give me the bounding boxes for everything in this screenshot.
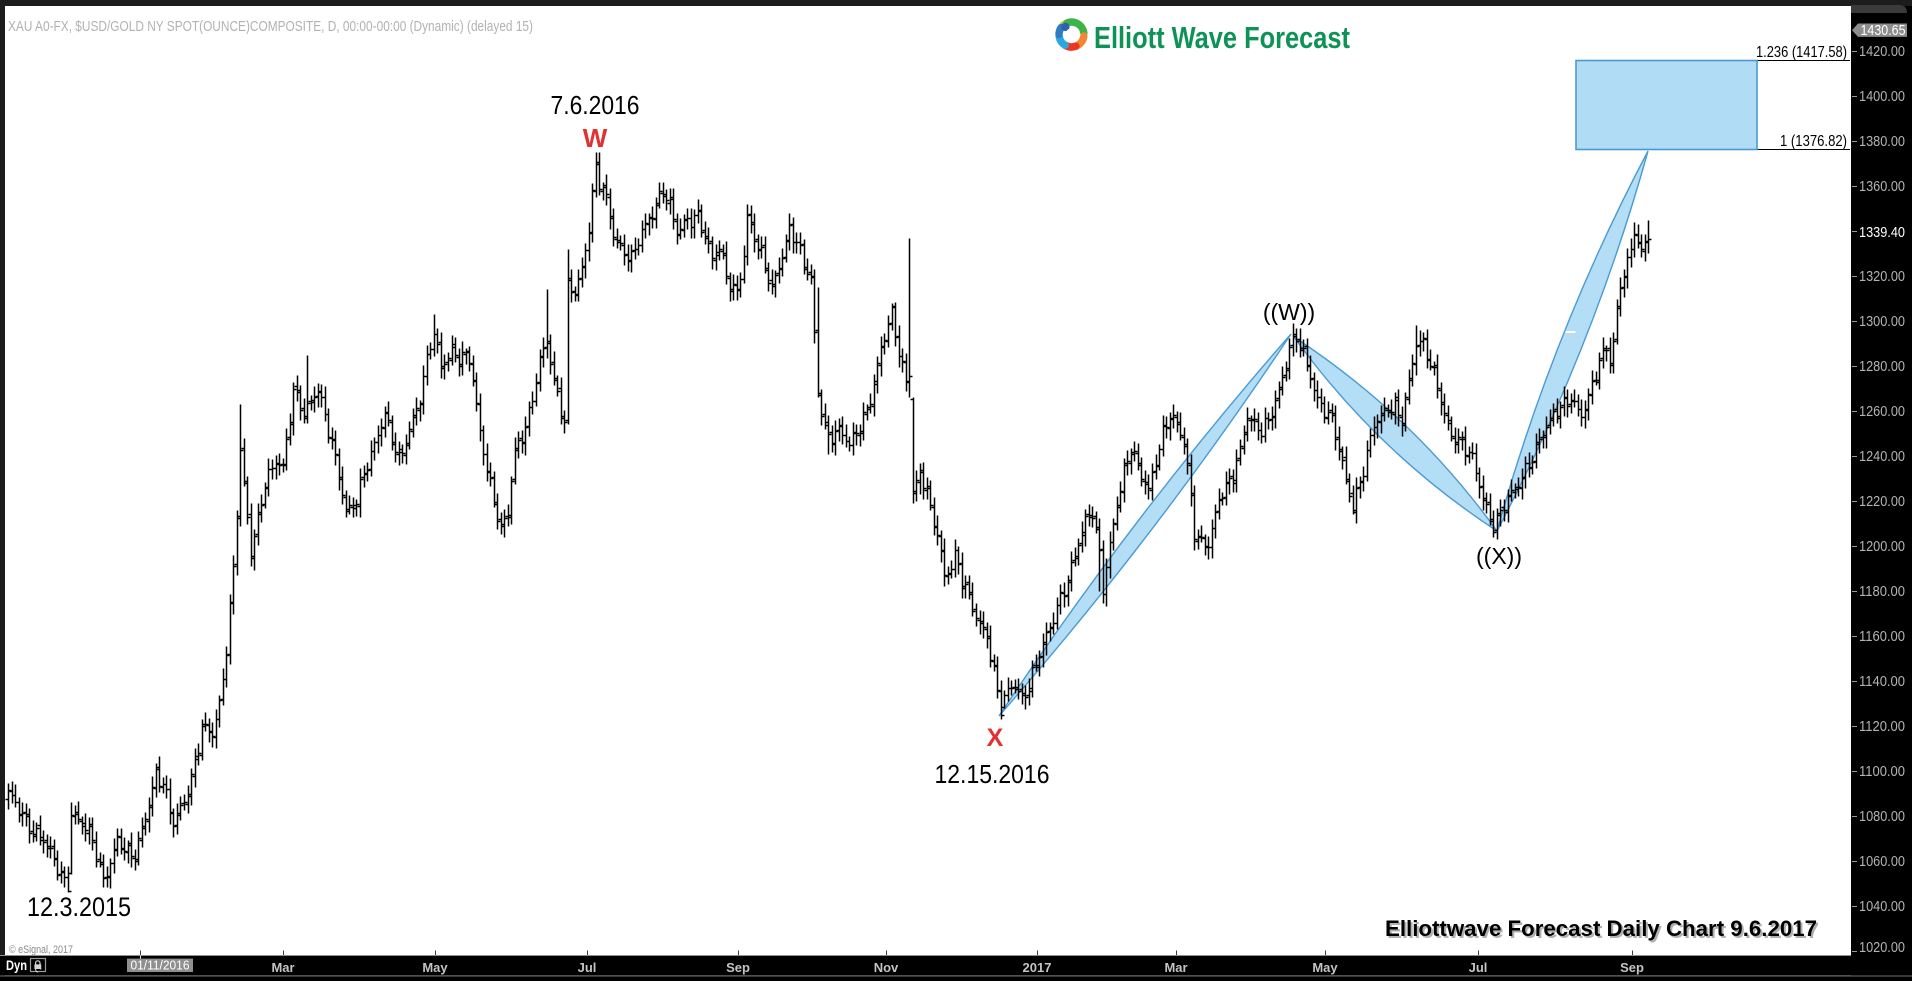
svg-text:1.236 (1417.58): 1.236 (1417.58): [1756, 44, 1847, 61]
svg-text:1430.65: 1430.65: [1861, 23, 1906, 39]
svg-text:X: X: [987, 724, 1004, 752]
svg-text:1220.00: 1220.00: [1859, 494, 1905, 510]
svg-text:1260.00: 1260.00: [1859, 404, 1905, 420]
svg-text:Elliottwave Forecast Daily Cha: Elliottwave Forecast Daily Chart 9.6.201…: [1387, 918, 1819, 943]
svg-text:1140.00: 1140.00: [1859, 674, 1905, 690]
svg-text:1400.00: 1400.00: [1859, 89, 1905, 105]
svg-text:2017: 2017: [1023, 960, 1052, 975]
svg-text:1080.00: 1080.00: [1859, 809, 1905, 825]
svg-text:1060.00: 1060.00: [1859, 854, 1905, 870]
svg-text:1339.40: 1339.40: [1859, 225, 1905, 241]
svg-text:01/11/2016: 01/11/2016: [131, 958, 190, 973]
svg-text:1040.00: 1040.00: [1859, 899, 1905, 915]
svg-text:((W)): ((W)): [1263, 299, 1315, 325]
svg-text:1 (1376.82): 1 (1376.82): [1780, 133, 1847, 150]
svg-text:Sep: Sep: [1620, 960, 1644, 975]
svg-text:Jul: Jul: [1469, 960, 1488, 975]
svg-text:1360.00: 1360.00: [1859, 179, 1905, 195]
svg-text:1200.00: 1200.00: [1859, 539, 1905, 555]
svg-text:7.6.2016: 7.6.2016: [551, 90, 640, 120]
svg-text:XAU A0-FX, $USD/GOLD NY SPOT(O: XAU A0-FX, $USD/GOLD NY SPOT(OUNCE)COMPO…: [8, 18, 533, 35]
svg-text:1120.00: 1120.00: [1859, 719, 1905, 735]
svg-text:1020.00: 1020.00: [1859, 940, 1905, 956]
svg-text:1160.00: 1160.00: [1859, 629, 1905, 645]
svg-text:12.3.2015: 12.3.2015: [27, 892, 131, 922]
svg-text:1380.00: 1380.00: [1859, 134, 1905, 150]
svg-text:© eSignal, 2017: © eSignal, 2017: [9, 944, 73, 956]
svg-text:12.15.2016: 12.15.2016: [935, 759, 1050, 789]
svg-text:1100.00: 1100.00: [1859, 764, 1905, 780]
svg-text:1300.00: 1300.00: [1859, 314, 1905, 330]
svg-text:1240.00: 1240.00: [1859, 449, 1905, 465]
svg-text:May: May: [422, 960, 448, 975]
svg-text:Elliott Wave Forecast: Elliott Wave Forecast: [1094, 20, 1350, 55]
svg-text:Elliottwave Forecast Daily Cha: Elliottwave Forecast Daily Chart 9.6.201…: [1385, 916, 1817, 941]
svg-text:Mar: Mar: [1164, 960, 1187, 975]
svg-text:May: May: [1312, 960, 1338, 975]
svg-text:Jul: Jul: [578, 960, 597, 975]
svg-text:Nov: Nov: [874, 960, 899, 975]
svg-text:1420.00: 1420.00: [1859, 44, 1905, 60]
svg-text:Dyn: Dyn: [6, 958, 27, 973]
svg-text:W: W: [583, 123, 608, 153]
svg-text:Mar: Mar: [271, 960, 294, 975]
svg-text:1180.00: 1180.00: [1859, 584, 1905, 600]
svg-text:((X)): ((X)): [1476, 543, 1522, 569]
svg-text:Sep: Sep: [726, 960, 750, 975]
svg-text:1320.00: 1320.00: [1859, 269, 1905, 285]
svg-text:1280.00: 1280.00: [1859, 359, 1905, 375]
